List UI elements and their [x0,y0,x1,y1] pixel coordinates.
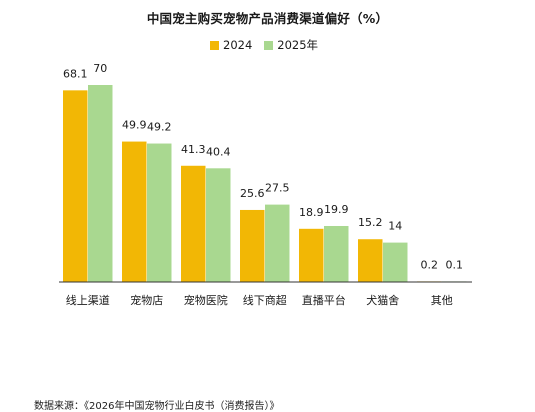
bar-2024-3 [240,209,265,282]
legend-label-2025: 2025年 [277,38,319,52]
category-label-3: 线下商超 [243,293,287,307]
bar-2024-4 [299,228,324,282]
data-source-note: 数据来源：《2026年中国宠物行业白皮书（消费报告）》 [34,401,280,412]
data-label-2024-0: 68.1 [63,67,88,80]
legend-label-2024: 2024 [223,38,253,52]
data-label-2025-5: 14 [388,220,402,233]
category-label-6: 其他 [431,294,453,307]
chart-legend: 2024 2025年 [210,37,318,53]
data-label-2025-6: 0.1 [446,258,464,271]
data-label-2025-0: 70 [93,62,107,75]
data-label-2024-4: 18.9 [299,206,324,219]
bar-2025-2 [206,168,231,282]
bar-2025-1 [147,143,172,282]
bar-2025-4 [324,225,349,282]
category-label-0: 线上渠道 [66,293,110,307]
data-label-2025-3: 27.5 [265,182,290,195]
legend-item-2025: 2025年 [264,37,318,53]
legend-swatch-2025 [264,40,274,50]
category-label-2: 宠物医院 [184,293,228,307]
data-label-2025-4: 19.9 [324,203,349,216]
data-label-2025-2: 40.4 [206,145,231,158]
category-label-5: 犬猫舍 [366,293,399,307]
legend-item-2024: 2024 [210,38,252,52]
legend-swatch-2024 [210,40,219,50]
bar-2024-5 [358,239,383,282]
bar-2025-0 [88,85,113,282]
data-label-2024-6: 0.2 [421,258,439,271]
data-label-2024-5: 15.2 [358,216,383,229]
bar-2024-1 [122,141,147,282]
data-label-2024-1: 49.9 [122,119,147,132]
data-label-2024-2: 41.3 [181,143,206,156]
category-label-4: 直播平台 [302,293,346,307]
data-label-2024-3: 25.6 [240,187,265,200]
bar-2025-5 [383,242,408,282]
chart-title: 中国宠主购买宠物产品消费渠道偏好（%） [146,11,389,26]
bar-2025-3 [265,204,290,282]
bar-2024-0 [63,90,88,283]
bar-2024-2 [181,165,206,282]
category-label-1: 宠物店 [130,293,163,307]
data-label-2025-1: 49.2 [147,121,172,134]
